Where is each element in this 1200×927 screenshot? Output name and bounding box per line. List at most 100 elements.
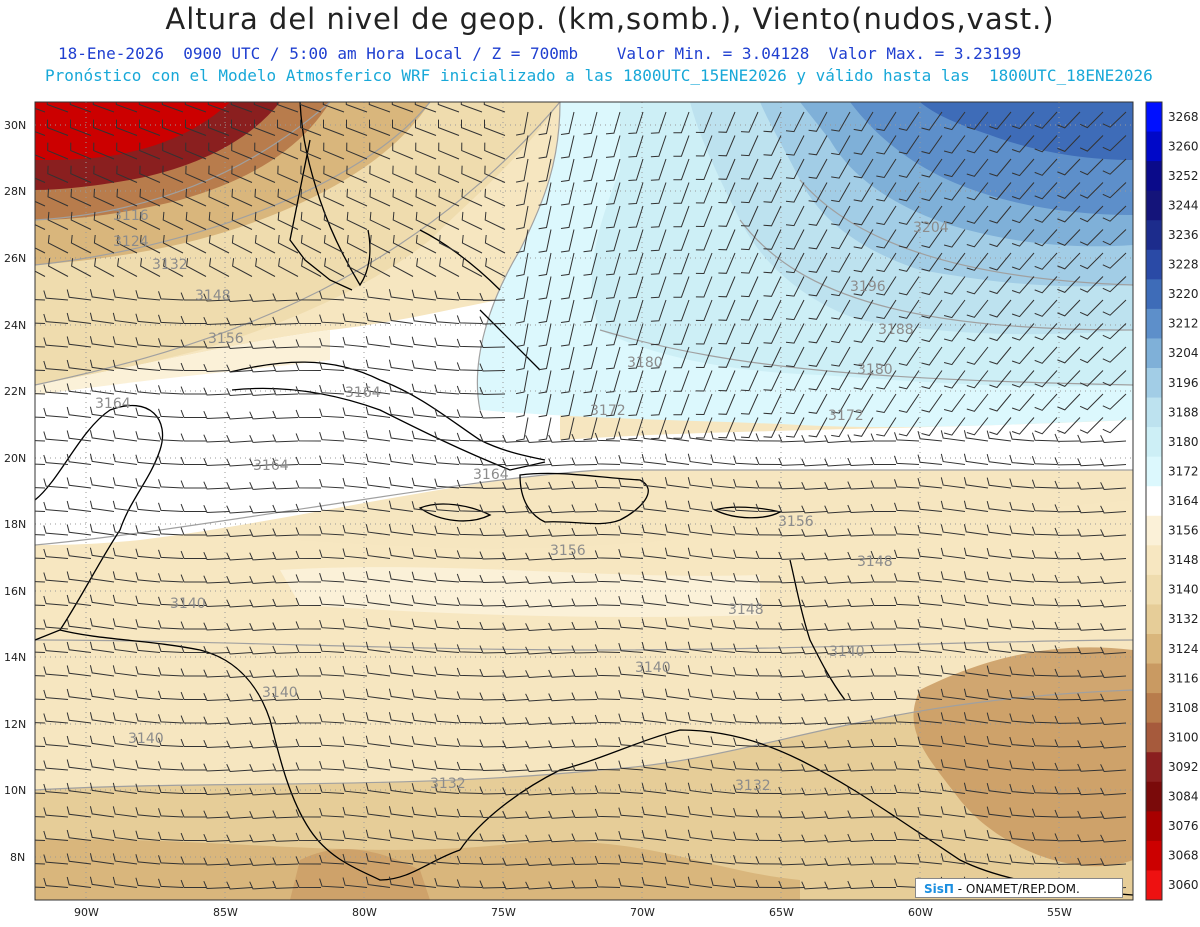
wind-barb (921, 276, 943, 296)
wind-barb (66, 641, 92, 653)
wind-barb (209, 258, 230, 277)
wind-barb (180, 785, 206, 794)
wind-barb (365, 759, 391, 771)
wind-barb (571, 715, 598, 725)
wind-barb (710, 830, 736, 841)
wind-barb (479, 715, 506, 725)
wind-barb (388, 500, 414, 512)
wind-barb (502, 458, 529, 467)
wind-barb (1102, 323, 1127, 340)
wind-barb (876, 323, 897, 343)
wind-barb (249, 669, 276, 678)
wind-barb (479, 880, 506, 889)
wind-barb (641, 688, 667, 700)
wind-barb (571, 480, 598, 490)
wind-barb (1011, 299, 1035, 318)
wind-barb (479, 363, 506, 372)
wind-barb (89, 500, 115, 512)
wind-barb (249, 622, 276, 631)
wind-barb (641, 571, 667, 583)
wind-barb (876, 252, 897, 273)
wind-barb (35, 346, 46, 348)
wind-barb (853, 393, 874, 414)
wind-barb (571, 574, 598, 584)
lat-label: 12N (4, 718, 26, 731)
wind-barb (921, 370, 943, 390)
wind-barb (808, 370, 828, 391)
wind-barb (158, 314, 184, 324)
colorbar-swatch (1146, 220, 1162, 251)
wind-barb (801, 787, 828, 796)
wind-barb (112, 665, 138, 677)
wind-barb (277, 211, 299, 230)
wind-barb (502, 622, 529, 631)
wind-barb (226, 646, 253, 655)
wind-barb (605, 276, 621, 299)
wind-barb (342, 313, 368, 324)
wind-barb (226, 340, 253, 350)
wind-barb (1057, 346, 1081, 364)
wind-barb (917, 642, 943, 653)
wind-barb (112, 641, 138, 653)
wind-barb (434, 877, 460, 888)
wind-barb (232, 258, 253, 277)
wind-barb (254, 188, 276, 207)
wind-barb (461, 234, 483, 254)
wind-barb (940, 618, 966, 630)
wind-barb (342, 407, 368, 418)
colorbar-label: 3148 (1168, 553, 1199, 567)
wind-barb (479, 833, 506, 842)
wind-barb (388, 571, 414, 583)
bahamas (419, 229, 541, 371)
wind-barb (1011, 182, 1035, 200)
wind-barb (502, 669, 529, 678)
wind-barb (411, 336, 437, 348)
wind-barb (1057, 323, 1081, 340)
wind-barb (411, 618, 437, 630)
wind-barb (226, 434, 253, 444)
wind-barb (989, 417, 1012, 436)
wind-barb (687, 782, 713, 794)
wind-barb (801, 740, 828, 749)
wind-barb (66, 665, 92, 677)
wind-barb (180, 621, 206, 630)
wind-barb (272, 833, 299, 842)
wind-barb (538, 346, 552, 371)
wind-barb (650, 370, 667, 393)
wind-barb (392, 211, 414, 230)
wind-barb (89, 688, 115, 700)
wind-barb (180, 597, 206, 606)
wind-barb (300, 119, 322, 136)
wind-barb (365, 312, 391, 324)
wind-barb (35, 107, 46, 113)
wind-barb (1079, 252, 1104, 270)
wind-barb (560, 182, 575, 206)
wind-barb (89, 594, 115, 606)
wind-barb (824, 575, 851, 585)
wind-barb (203, 716, 230, 725)
wind-barb (135, 854, 161, 865)
wind-barb (462, 258, 483, 277)
wind-barb (847, 645, 874, 655)
wind-barb (301, 258, 322, 277)
wind-barb (388, 336, 414, 348)
wind-barb (43, 689, 69, 700)
wind-barb (733, 502, 759, 512)
wind-barb (687, 477, 713, 489)
wind-barb (548, 763, 575, 772)
wind-barb (35, 886, 46, 888)
wind-barb (89, 524, 115, 536)
wind-barb (664, 806, 690, 818)
wind-barb (369, 188, 391, 207)
wind-barb (966, 229, 989, 248)
colorbar-label: 3244 (1168, 198, 1199, 212)
wind-barb (525, 811, 552, 820)
wind-barb (116, 165, 138, 183)
wind-barb (894, 737, 920, 747)
wind-barb (415, 142, 437, 160)
wind-barb (319, 784, 345, 794)
wind-barb (180, 339, 206, 348)
wind-barb (456, 879, 483, 888)
wind-barb (963, 524, 989, 536)
wind-barb (1100, 670, 1127, 679)
